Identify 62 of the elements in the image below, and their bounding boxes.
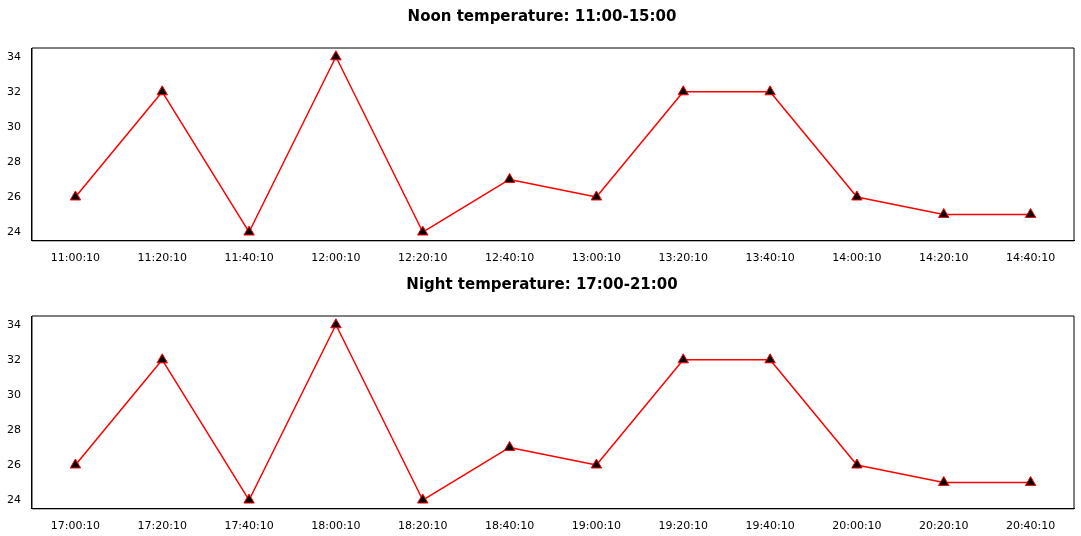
x-tick-label: 20:40:10 (1005, 519, 1056, 533)
x-tick-label: 20:20:10 (919, 519, 969, 533)
point (69, 190, 82, 201)
x-tick-label: 13:00:10 (571, 251, 622, 265)
x-tick-label: 18:00:10 (311, 519, 361, 533)
point (764, 353, 776, 364)
point (938, 476, 950, 487)
point (938, 208, 950, 219)
x-tick-label: 13:20:10 (658, 251, 708, 265)
x-tick-label: 11:40:10 (224, 251, 274, 265)
point (764, 85, 776, 96)
y-tick-label: 30 (7, 387, 21, 401)
y-tick-label: 26 (7, 189, 21, 203)
chart-title: Night temperature: 17:00-21:00 (406, 274, 678, 293)
point (590, 458, 603, 469)
point (851, 190, 863, 201)
y-tick-label: 28 (7, 422, 21, 436)
point (677, 353, 689, 364)
x-tick-label: 19:40:10 (745, 519, 795, 533)
point (243, 225, 255, 236)
point (503, 440, 516, 451)
point (503, 172, 516, 183)
x-tick-label: 19:00:10 (571, 519, 622, 533)
y-tick-label: 24 (7, 492, 21, 506)
point (330, 318, 342, 329)
x-tick-label: 12:00:10 (311, 251, 361, 265)
x-tick-label: 12:40:10 (484, 251, 535, 265)
point (851, 458, 863, 469)
x-tick-label: 12:20:10 (398, 251, 448, 265)
chart-title: Noon temperature: 11:00-15:00 (407, 6, 677, 25)
point (417, 493, 429, 504)
x-tick-label: 18:40:10 (484, 519, 535, 533)
point (330, 50, 342, 61)
point (590, 190, 603, 201)
x-tick-label: 17:40:10 (224, 519, 274, 533)
point (243, 493, 255, 504)
y-tick-label: 34 (7, 49, 21, 63)
y-tick-label: 32 (7, 352, 21, 366)
point (69, 458, 82, 469)
point (1024, 208, 1037, 219)
point (156, 353, 168, 364)
point (417, 225, 429, 236)
y-tick-label: 24 (7, 224, 21, 238)
y-tick-label: 28 (7, 154, 21, 168)
x-tick-label: 18:20:10 (398, 519, 448, 533)
point (1024, 476, 1037, 487)
x-tick-label: 20:00:10 (832, 519, 882, 533)
x-tick-label: 14:20:10 (919, 251, 969, 265)
x-tick-label: 11:00:10 (50, 251, 101, 265)
point (156, 85, 168, 96)
x-tick-label: 17:00:10 (50, 519, 101, 533)
y-tick-label: 32 (7, 84, 21, 98)
x-tick-label: 19:20:10 (658, 519, 708, 533)
x-tick-label: 14:40:10 (1005, 251, 1056, 265)
x-tick-label: 17:20:10 (137, 519, 187, 533)
y-tick-label: 30 (7, 119, 21, 133)
x-tick-label: 11:20:10 (137, 251, 187, 265)
x-tick-label: 13:40:10 (745, 251, 795, 265)
x-tick-label: 14:00:10 (832, 251, 882, 265)
y-tick-label: 26 (7, 457, 21, 471)
y-tick-label: 34 (7, 317, 21, 331)
point (677, 85, 689, 96)
